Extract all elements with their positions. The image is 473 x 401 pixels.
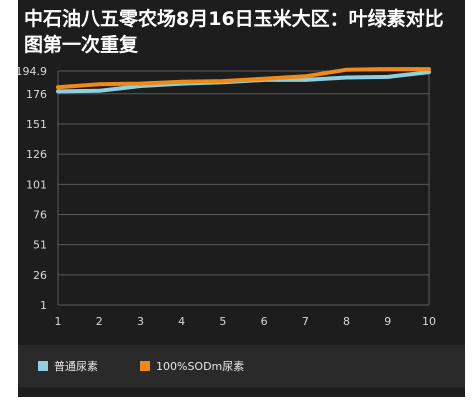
legend-swatch-series-1	[38, 361, 48, 371]
y-tick-label: 26	[33, 269, 47, 282]
x-tick-label: 10	[422, 315, 436, 328]
legend-label-series-2: 100%SODm尿素	[156, 360, 245, 373]
x-tick-label: 4	[178, 315, 185, 328]
y-tick-label: 151	[26, 118, 47, 131]
x-tick-label: 3	[137, 315, 144, 328]
x-tick-label: 1	[55, 315, 62, 328]
chart-panel	[18, 0, 465, 397]
y-tick-label: 194.9	[18, 65, 47, 78]
series-line-2	[56, 67, 431, 90]
chart-title: 中石油八五零农场8月16日玉米大区：叶绿素对比图第一次重复	[24, 8, 444, 56]
legend-item-series-2: 100%SODm尿素	[140, 360, 244, 374]
legend-swatch-series-2	[140, 361, 150, 371]
y-tick-label: 101	[26, 178, 47, 191]
y-tick-label: 176	[26, 88, 47, 101]
legend: 普通尿素 100%SODm尿素	[18, 345, 465, 387]
y-tick-label: 51	[33, 239, 47, 252]
legend-label-series-1: 普通尿素	[54, 360, 98, 373]
legend-item-series-1: 普通尿素	[38, 360, 98, 374]
x-tick-label: 8	[343, 315, 350, 328]
x-tick-label: 2	[96, 315, 103, 328]
y-tick-label: 126	[26, 148, 47, 161]
y-tick-label: 76	[33, 208, 47, 221]
x-tick-label: 6	[261, 315, 268, 328]
x-tick-label: 9	[384, 315, 391, 328]
x-tick-label: 5	[219, 315, 226, 328]
chart-area: 1 26 51 76 101 126 151 176 194.9 1 2 3 4 5 6 7 8 9 10	[16, 62, 465, 342]
y-tick-label: 1	[40, 299, 47, 312]
series-lines	[56, 67, 431, 94]
x-tick-label: 7	[302, 315, 309, 328]
x-axis-ticks: 1 2 3 4 5 6 7 8 9 10	[55, 315, 437, 328]
gridlines	[57, 70, 430, 306]
